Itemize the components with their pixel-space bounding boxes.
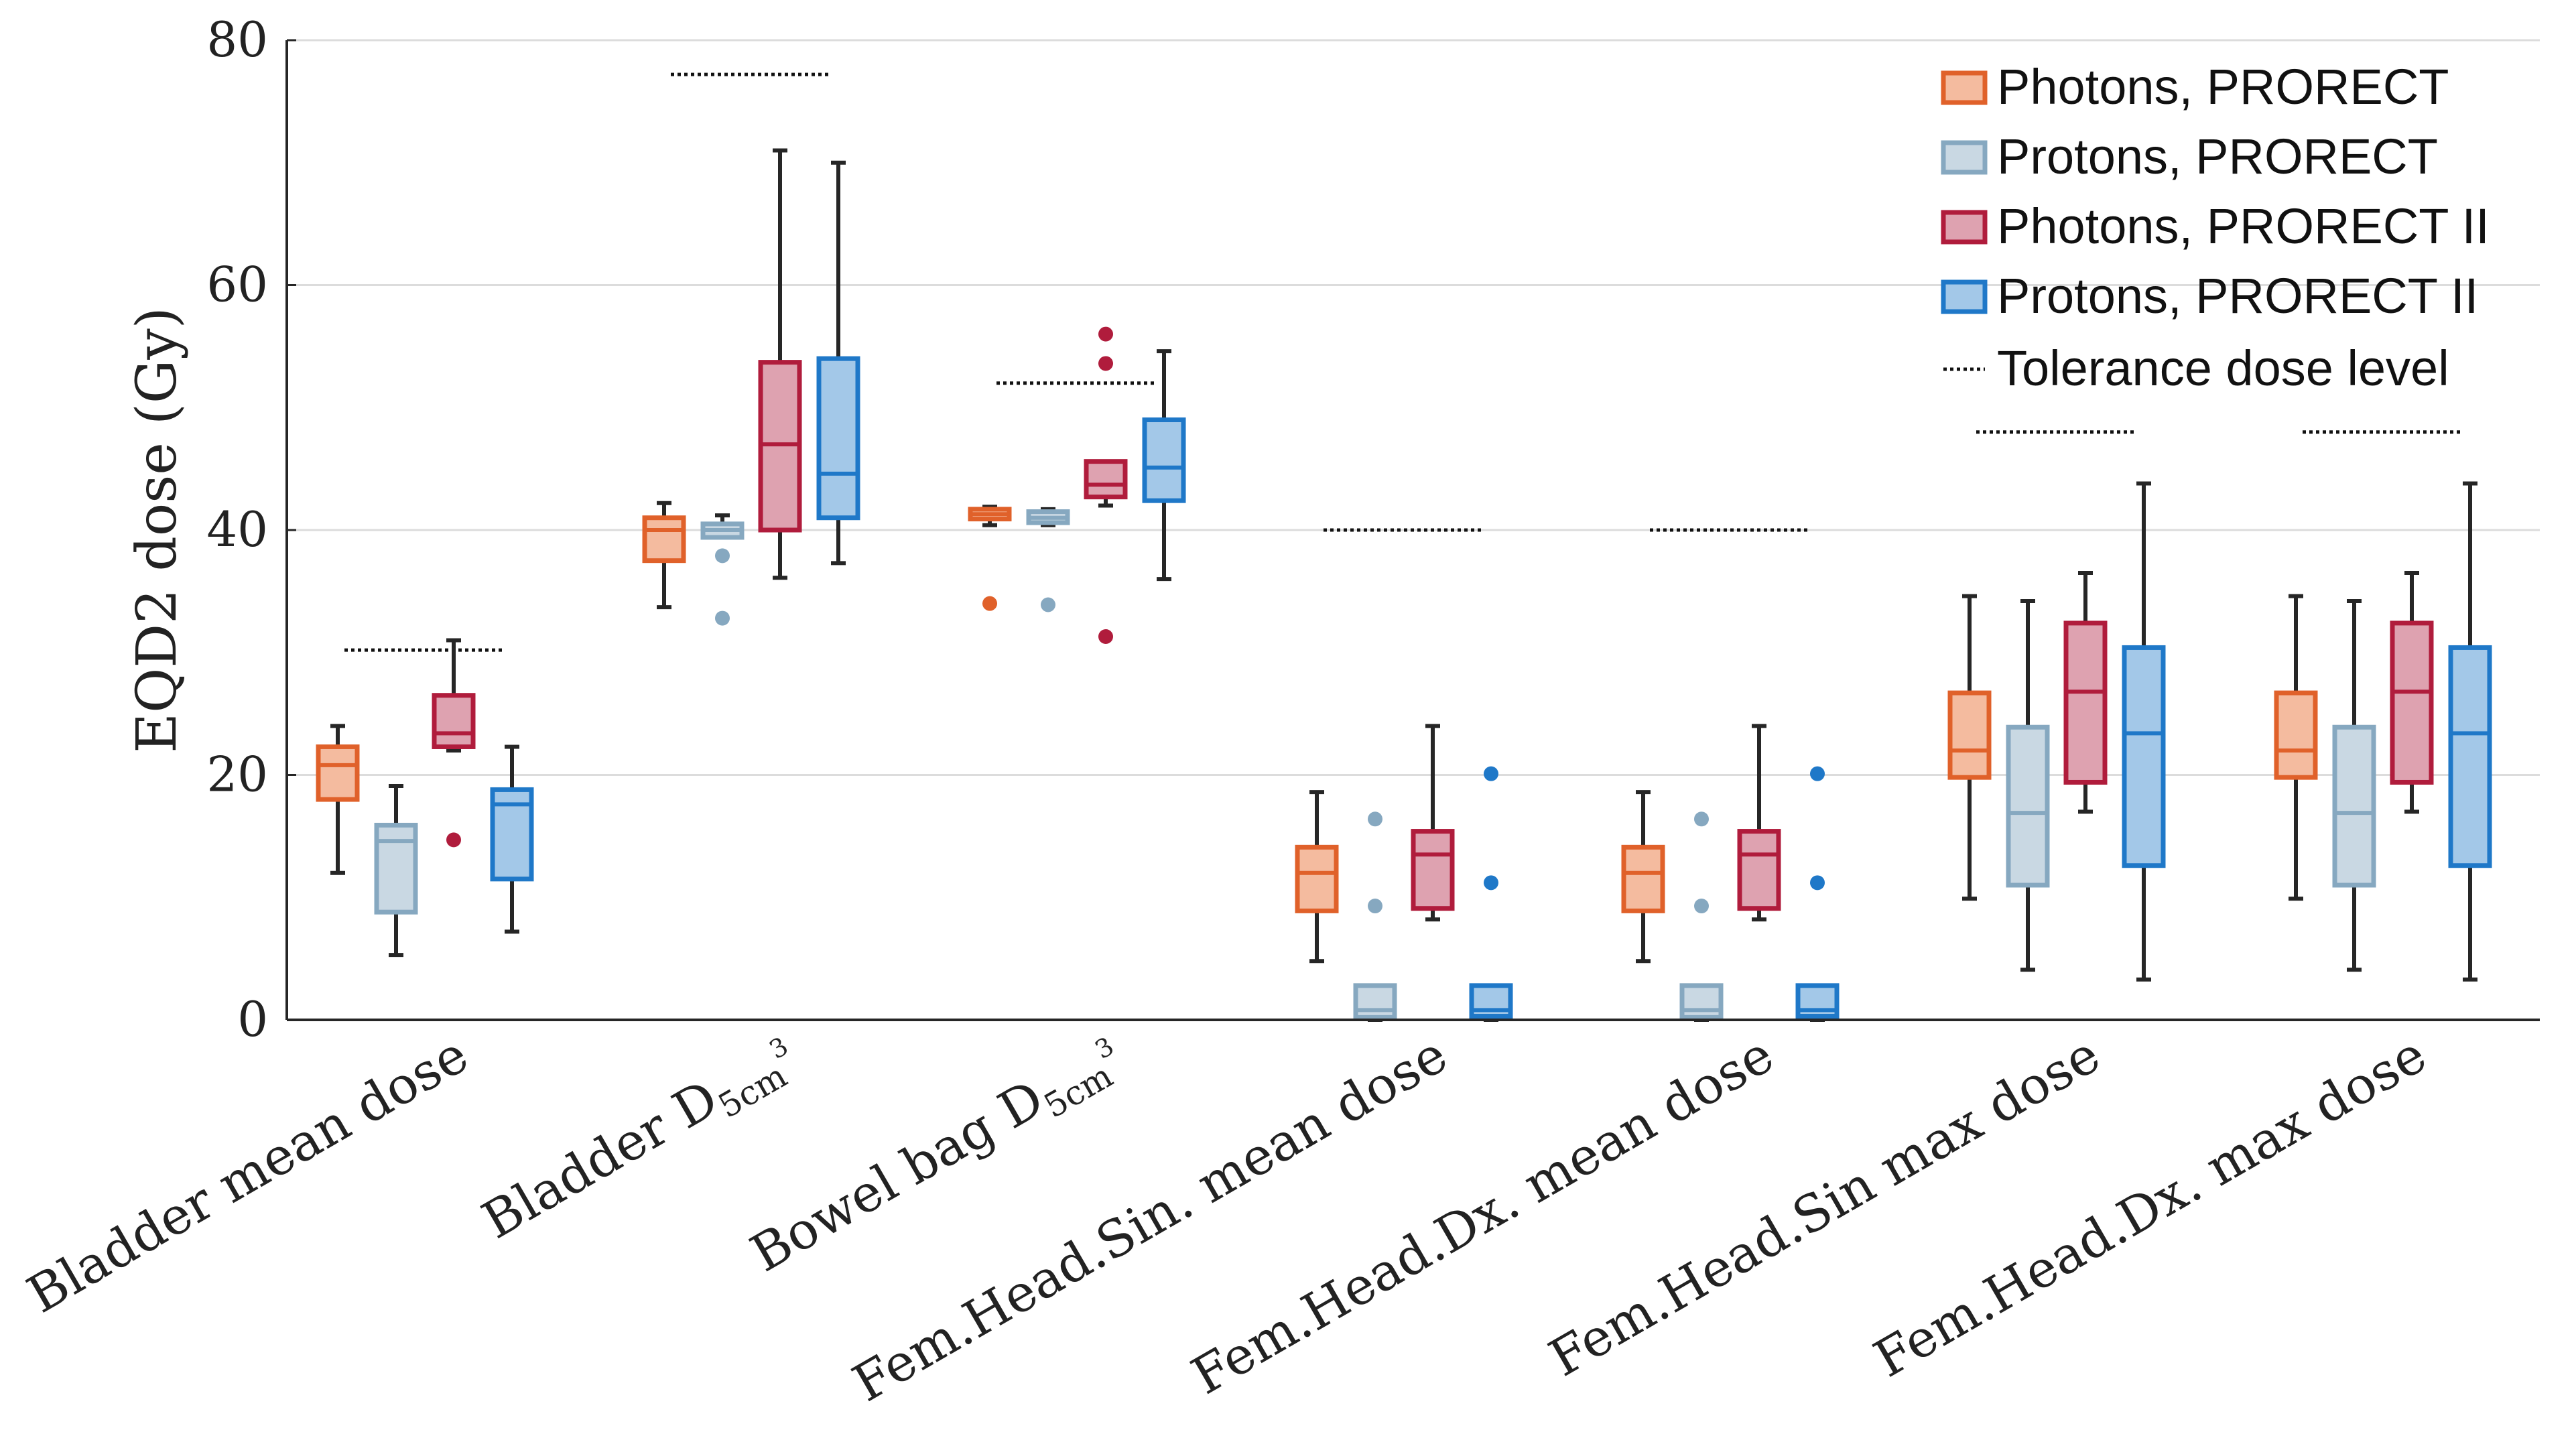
- box-iqr: [432, 693, 476, 749]
- outlier-point: [1484, 766, 1498, 781]
- legend-label: Protons, PRORECT: [1997, 129, 2438, 184]
- box-0-5: [1947, 594, 1992, 901]
- legend-swatch: [1941, 70, 1988, 105]
- box-2-5: [2063, 570, 2108, 814]
- box-3-1: [816, 160, 860, 566]
- outlier-point: [715, 610, 730, 626]
- legend-label: Tolerance dose level: [1997, 340, 2449, 396]
- x-tick-label: Fem.Head.Sin. mean dose: [843, 1025, 1457, 1413]
- box-iqr: [1621, 844, 1665, 913]
- outlier-point: [1098, 326, 1113, 342]
- outlier-point: [446, 832, 461, 848]
- outlier-point: [1810, 766, 1825, 781]
- outlier-point: [1368, 899, 1382, 914]
- box-iqr: [2448, 645, 2492, 868]
- box-1-0: [374, 783, 418, 958]
- y-tick-labels: 0 20 40 60 80: [206, 11, 296, 1047]
- y-tick-label: 80: [206, 11, 268, 68]
- legend-swatch: [1941, 210, 1988, 245]
- legend-label: Protons, PRORECT II: [1997, 268, 2478, 324]
- outlier-point: [1810, 875, 1825, 891]
- box-iqr: [1353, 983, 1397, 1020]
- y-tick-label: 40: [206, 501, 268, 558]
- box-iqr: [2122, 645, 2166, 868]
- legend-swatch: [1941, 279, 1988, 314]
- box-2-2: [1084, 326, 1128, 644]
- box-0-6: [2274, 594, 2318, 901]
- box-0-4: [1621, 790, 1665, 964]
- outlier-point: [1694, 811, 1709, 827]
- outlier-point: [715, 548, 730, 564]
- outlier-point: [1041, 597, 1055, 612]
- outlier-point: [982, 596, 997, 611]
- box-iqr: [374, 822, 418, 915]
- x-tick-label: Fem.Head.Dx. mean dose: [1181, 1025, 1783, 1407]
- box-iqr: [2332, 724, 2376, 888]
- box-iqr: [642, 515, 686, 564]
- y-tick-label: 60: [206, 257, 268, 313]
- box-2-0: [432, 638, 476, 848]
- tolerance-lines: [344, 72, 2463, 652]
- outlier-point: [1098, 629, 1113, 644]
- outlier-point: [1694, 899, 1709, 914]
- box-0-0: [316, 724, 360, 875]
- box-0-1: [642, 501, 686, 610]
- legend-label: Photons, PRORECT II: [1997, 198, 2490, 254]
- box-iqr: [816, 356, 860, 521]
- x-tick-label: Fem.Head.Dx. max dose: [1864, 1025, 2436, 1389]
- box-iqr: [1142, 417, 1186, 503]
- box-iqr: [316, 744, 360, 802]
- box-iqr: [2063, 620, 2108, 785]
- y-tick-label: 0: [237, 991, 268, 1047]
- box-iqr: [1737, 829, 1781, 911]
- outlier-point: [1484, 875, 1498, 891]
- box-3-4: [1795, 766, 1840, 1022]
- x-tick-label: Bladder mean dose: [17, 1025, 478, 1325]
- box-iqr: [1947, 690, 1992, 780]
- box-3-5: [2122, 481, 2166, 982]
- legend: Photons, PRORECT Protons, PRORECT Photons,…: [1941, 59, 2490, 396]
- box-iqr: [1679, 983, 1724, 1020]
- box-1-2: [1026, 507, 1070, 612]
- box-1-5: [2006, 598, 2050, 972]
- box-iqr: [2390, 620, 2434, 785]
- outlier-point: [1368, 811, 1382, 827]
- box-iqr: [2006, 724, 2050, 888]
- box-1-4: [1679, 811, 1724, 1022]
- box-iqr: [1084, 459, 1128, 500]
- box-2-1: [758, 148, 802, 580]
- y-axis-label: EQD2 dose (Gy): [125, 307, 189, 753]
- box-2-6: [2390, 570, 2434, 814]
- box-2-4: [1737, 724, 1781, 922]
- box-iqr: [1295, 844, 1339, 913]
- y-tick-label: 20: [206, 746, 268, 803]
- box-3-2: [1142, 349, 1186, 582]
- legend-label: Photons, PRORECT: [1997, 59, 2449, 115]
- box-2-3: [1411, 724, 1455, 922]
- legend-swatch: [1941, 140, 1988, 175]
- x-tick-label: Bladder D5cm3: [472, 1025, 808, 1256]
- box-iqr: [1411, 829, 1455, 911]
- box-3-3: [1469, 766, 1513, 1022]
- box-1-3: [1353, 811, 1397, 1022]
- box-plots: [316, 148, 2492, 1022]
- box-1-6: [2332, 598, 2376, 972]
- x-tick-label: Fem.Head.Sin max dose: [1539, 1025, 2110, 1388]
- box-1-1: [700, 513, 745, 626]
- box-3-0: [490, 744, 534, 934]
- box-0-3: [1295, 790, 1339, 964]
- box-0-2: [968, 505, 1012, 611]
- box-iqr: [2274, 690, 2318, 780]
- box-3-6: [2448, 481, 2492, 982]
- outlier-point: [1098, 356, 1113, 371]
